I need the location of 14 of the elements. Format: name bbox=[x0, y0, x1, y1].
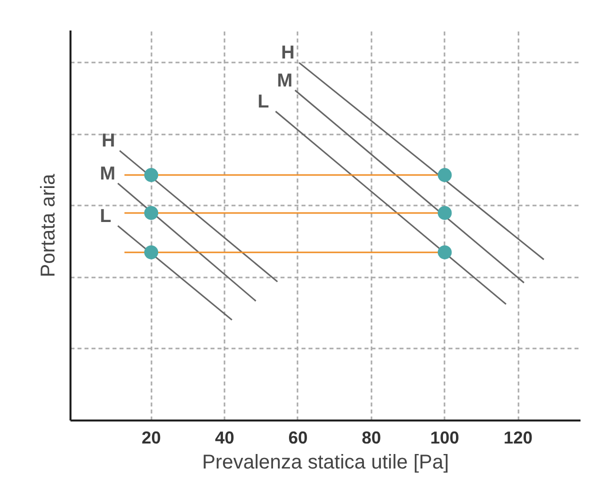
series-label: M bbox=[277, 69, 293, 90]
x-tick-label: 20 bbox=[142, 428, 161, 448]
series-label: L bbox=[100, 204, 112, 226]
x-tick-label: 40 bbox=[214, 428, 234, 448]
series-label: H bbox=[281, 42, 295, 63]
series-label: H bbox=[102, 130, 116, 151]
series-label: M bbox=[100, 162, 116, 184]
series-label: L bbox=[258, 90, 270, 112]
x-tick-label: 60 bbox=[288, 428, 308, 448]
x-tick-label: 80 bbox=[362, 428, 382, 448]
y-axis-title: Portata aria bbox=[38, 172, 60, 278]
x-tick-label: 100 bbox=[430, 428, 460, 448]
x-tick-label: 120 bbox=[504, 428, 533, 448]
x-axis-title: Prevalenza statica utile [Pa] bbox=[202, 452, 449, 474]
